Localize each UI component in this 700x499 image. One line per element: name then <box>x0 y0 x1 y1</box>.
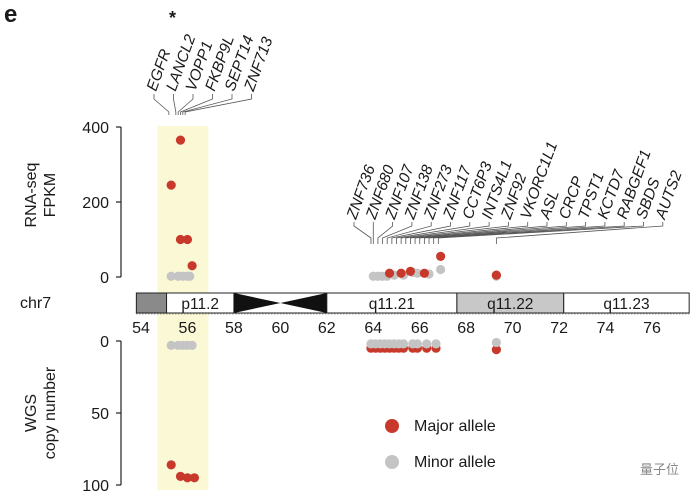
gene-labels: EGFR*LANCL2VOPP1FKBP9LSEPT14ZNF713ZNF736… <box>144 8 686 244</box>
x-tick-label: 66 <box>411 320 429 337</box>
rna-major-point <box>187 261 197 271</box>
wgs-minor-point <box>431 339 441 349</box>
rna-y-axis-label-line: FPKM <box>42 173 59 217</box>
wgs-minor-point <box>187 340 197 350</box>
band-label: p11.2 <box>181 296 219 313</box>
x-tick-label: 68 <box>457 320 475 337</box>
band-label: q11.21 <box>369 296 415 313</box>
rna-major-point <box>396 268 406 278</box>
watermark: 量子位 <box>640 462 679 477</box>
rna-y-tick-label: 200 <box>82 195 109 212</box>
wgs-major-point <box>182 473 193 483</box>
gene-connector <box>182 94 233 115</box>
wgs-major-point <box>189 473 200 483</box>
centromere-right <box>280 293 327 313</box>
rna-y-tick-label: 0 <box>100 270 109 287</box>
wgs-minor-point <box>422 339 432 349</box>
rna-y-axis-label: RNA-seq FPKM <box>23 163 59 228</box>
legend-swatch <box>385 455 399 469</box>
rna-minor-point <box>166 271 176 281</box>
x-tick-label: 58 <box>225 320 243 337</box>
gene-connector <box>433 222 625 244</box>
wgs-y-axis-label-line: copy number <box>42 366 59 459</box>
rna-minor-point <box>412 268 423 278</box>
wgs-major-point <box>491 345 501 355</box>
rna-major-point <box>419 268 429 278</box>
rna-minor-point <box>185 271 195 281</box>
gene-connector <box>386 222 432 244</box>
gene-connector <box>428 222 606 244</box>
legend-label: Minor allele <box>414 454 496 471</box>
rna-major-point <box>175 234 186 245</box>
x-tick-label: 56 <box>179 320 197 337</box>
legend: Major allele Minor allele <box>385 418 496 471</box>
wgs-major-point <box>175 471 186 481</box>
gene-connector <box>423 222 586 244</box>
wgs-major-point <box>166 460 176 470</box>
rna-major-point <box>436 251 446 261</box>
data-points <box>166 135 501 483</box>
x-tick-label: 70 <box>504 320 522 337</box>
wgs-y-tick-label: 50 <box>91 406 109 423</box>
rna-major-point <box>166 180 176 190</box>
gene-connector <box>391 222 451 244</box>
wgs-y-axis-label: WGS copy number <box>23 366 59 459</box>
gene-connector <box>177 94 194 115</box>
gene-connector <box>173 94 177 115</box>
wgs-minor-point <box>412 339 423 349</box>
x-tick-label: 64 <box>364 320 382 337</box>
legend-swatch <box>385 419 399 433</box>
gene-connector <box>180 94 213 115</box>
rna-y-axis-label-line: RNA-seq <box>23 163 40 228</box>
axes-layer: 0 200 400 RNA-seq FPKM 0 50 100 WGS copy number <box>23 120 122 495</box>
gene-connector <box>353 222 372 244</box>
gene-connector <box>419 222 567 244</box>
x-tick-label: 60 <box>271 320 289 337</box>
band-q11.23 <box>563 292 690 314</box>
gene-connector <box>414 222 548 244</box>
rna-minor-point <box>436 264 446 275</box>
gene-connector <box>382 222 413 244</box>
gene-star-marker: * <box>169 8 176 28</box>
centromere-left <box>233 293 281 313</box>
band-end <box>135 292 168 314</box>
gene-connector <box>377 222 394 244</box>
x-tick-label: 54 <box>132 320 150 337</box>
gene-connector <box>396 222 471 244</box>
rna-major-point <box>491 270 501 280</box>
x-tick-label: 62 <box>318 320 336 337</box>
gene-connector <box>495 222 664 244</box>
wgs-y-tick-label: 100 <box>82 478 109 495</box>
rna-y-tick-label: 400 <box>82 120 109 137</box>
panel-label: e <box>4 1 17 28</box>
band-label: q11.22 <box>487 296 533 313</box>
wgs-minor-point <box>166 340 176 350</box>
gene-connector <box>400 222 490 244</box>
band-label: q11.23 <box>603 296 649 313</box>
x-tick-label: 72 <box>550 320 568 337</box>
wgs-minor-point <box>398 339 409 349</box>
rna-major-point <box>405 266 416 276</box>
gene-connector <box>437 222 644 244</box>
rna-major-point <box>384 268 395 278</box>
rna-major-point <box>175 135 186 145</box>
gene-connector <box>410 222 529 244</box>
x-tick-label: 74 <box>597 320 615 337</box>
gene-connector <box>184 94 252 115</box>
gene-connector <box>405 222 509 244</box>
chromosome-label: chr7 <box>20 295 51 312</box>
x-tick-label: 76 <box>643 320 661 337</box>
wgs-y-tick-label: 0 <box>100 334 109 351</box>
gene-connector <box>153 94 170 115</box>
legend-label: Major allele <box>414 418 496 435</box>
wgs-minor-point <box>491 337 501 348</box>
wgs-y-axis-label-line: WGS <box>23 394 40 432</box>
chromosome-ideogram: chr7 p11.2 q11.21 q11.22 q11.23 54 56 58 60 62 64 6… <box>20 292 690 337</box>
rna-major-point <box>182 234 193 245</box>
